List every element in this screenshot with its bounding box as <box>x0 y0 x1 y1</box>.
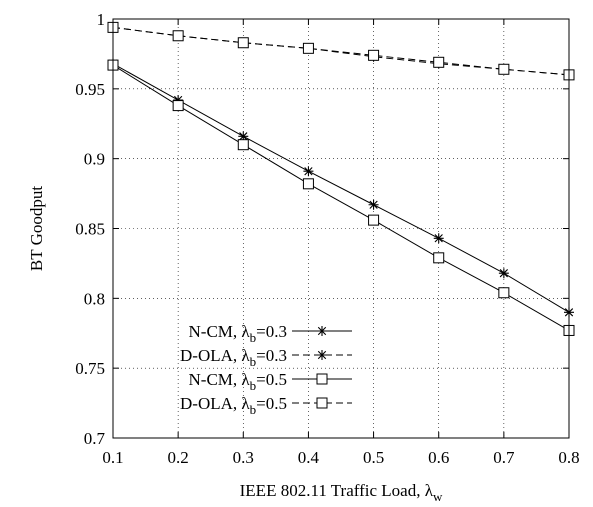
ticks <box>112 18 570 439</box>
x-tick-label: 0.5 <box>363 448 384 467</box>
square-marker <box>498 63 510 75</box>
y-tick-label: 0.85 <box>75 220 105 239</box>
y-tick-label: 0.95 <box>75 80 105 99</box>
square-marker <box>302 178 314 190</box>
legend-label: N-CM, λb=0.5 <box>189 370 288 393</box>
square-marker <box>433 252 445 264</box>
x-tick-label: 0.3 <box>233 448 254 467</box>
asterisk-marker <box>317 326 327 336</box>
square-marker <box>237 139 249 151</box>
legend-label: N-CM, λb=0.3 <box>189 322 288 345</box>
legend: N-CM, λb=0.3D-OLA, λb=0.3N-CM, λb=0.5D-O… <box>180 322 352 417</box>
square-marker <box>237 37 249 49</box>
square-marker <box>316 373 328 385</box>
series-3 <box>107 59 575 336</box>
x-tick-label: 0.2 <box>168 448 189 467</box>
y-tick-label: 0.75 <box>75 359 105 378</box>
square-marker <box>172 30 184 42</box>
square-marker <box>368 49 380 61</box>
y-tick-label: 0.8 <box>84 289 105 308</box>
series-line <box>112 64 570 331</box>
asterisk-marker <box>368 199 379 210</box>
legend-entry-3: N-CM, λb=0.5 <box>189 370 352 393</box>
x-tick-label: 0.1 <box>102 448 123 467</box>
asterisk-marker <box>433 233 444 244</box>
y-tick-label: 0.7 <box>84 429 106 448</box>
legend-entry-1: N-CM, λb=0.3 <box>189 322 352 345</box>
asterisk-marker <box>303 166 314 177</box>
legend-entry-4: D-OLA, λb=0.5 <box>180 394 352 417</box>
y-axis-title: BT Goodput <box>27 186 46 271</box>
x-axis-title-sub: w <box>433 489 443 504</box>
x-axis-title-text: IEEE 802.11 Traffic Load, λ <box>240 481 434 500</box>
x-tick-label: 0.8 <box>558 448 579 467</box>
x-tick-label: 0.7 <box>493 448 515 467</box>
asterisk-marker <box>238 131 249 142</box>
square-marker <box>433 56 445 68</box>
grid <box>112 18 570 439</box>
tick-labels: 0.1 0.2 0.3 0.4 0.5 0.6 0.7 0.8 0.7 0.75 0.8 0.85 0.… <box>75 10 579 467</box>
square-marker <box>316 397 328 409</box>
legend-label: D-OLA, λb=0.5 <box>180 394 287 417</box>
square-marker <box>302 42 314 54</box>
y-tick-label: 0.9 <box>84 150 105 169</box>
asterisk-marker <box>317 350 327 360</box>
series-layer <box>107 21 575 336</box>
legend-label: D-OLA, λb=0.3 <box>180 346 287 369</box>
x-tick-label: 0.4 <box>298 448 320 467</box>
x-tick-label: 0.6 <box>428 448 449 467</box>
asterisk-marker <box>173 95 184 106</box>
legend-entry-2: D-OLA, λb=0.3 <box>180 346 352 369</box>
square-marker <box>172 100 184 112</box>
square-marker <box>498 287 510 299</box>
x-axis-title: IEEE 802.11 Traffic Load, λw <box>240 481 443 504</box>
y-tick-label: 1 <box>97 10 106 29</box>
asterisk-marker <box>498 268 509 279</box>
series-line <box>112 63 570 313</box>
square-marker <box>368 214 380 226</box>
